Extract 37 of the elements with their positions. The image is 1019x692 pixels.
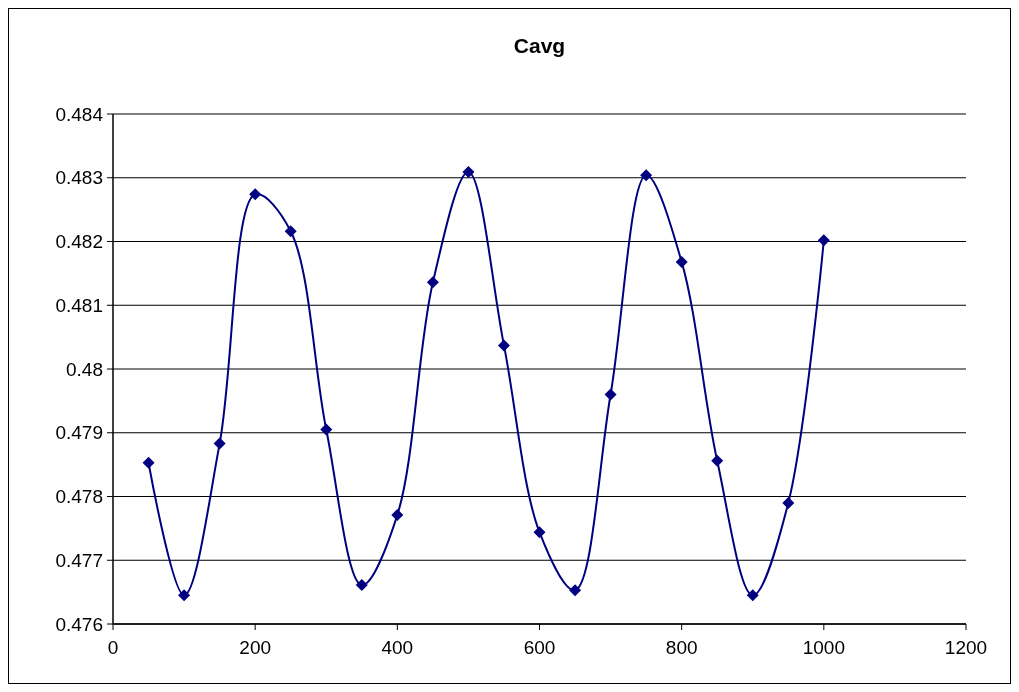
- point: [782, 496, 795, 509]
- point: [675, 255, 688, 268]
- point: [426, 276, 439, 289]
- chart-title: Cavg: [513, 34, 566, 57]
- point: [462, 166, 475, 179]
- y-tick-label: 0.476: [55, 613, 103, 635]
- point: [569, 584, 582, 597]
- point: [746, 589, 759, 602]
- x-tick-label: 600: [523, 637, 556, 658]
- x-tick-label: 800: [665, 637, 698, 658]
- y-tick-label: 0.482: [55, 231, 103, 253]
- point: [604, 388, 617, 401]
- x-tick-label: 200: [239, 637, 272, 658]
- y-tick-label: 0.478: [55, 486, 103, 508]
- point: [249, 188, 262, 201]
- x-tick-label: 1000: [802, 637, 845, 658]
- point: [817, 234, 830, 247]
- x-tick-label: 0: [107, 637, 119, 658]
- y-tick-label: 0.484: [55, 103, 104, 125]
- y-tick-label: 0.479: [55, 422, 103, 444]
- point: [533, 526, 546, 539]
- point: [711, 454, 724, 467]
- point: [284, 225, 297, 238]
- x-tick-label: 400: [381, 637, 414, 658]
- x-tick-label: 1200: [944, 637, 988, 658]
- y-tick-label: 0.48: [66, 358, 103, 380]
- point: [320, 423, 333, 436]
- point: [178, 589, 191, 602]
- y-tick-label: 0.483: [55, 167, 103, 189]
- y-tick-label: 0.477: [55, 549, 103, 571]
- point: [213, 437, 226, 450]
- point: [142, 456, 155, 469]
- point: [355, 579, 368, 592]
- point: [497, 339, 510, 352]
- point: [391, 508, 404, 521]
- point: [640, 169, 653, 182]
- y-tick-label: 0.481: [55, 294, 103, 316]
